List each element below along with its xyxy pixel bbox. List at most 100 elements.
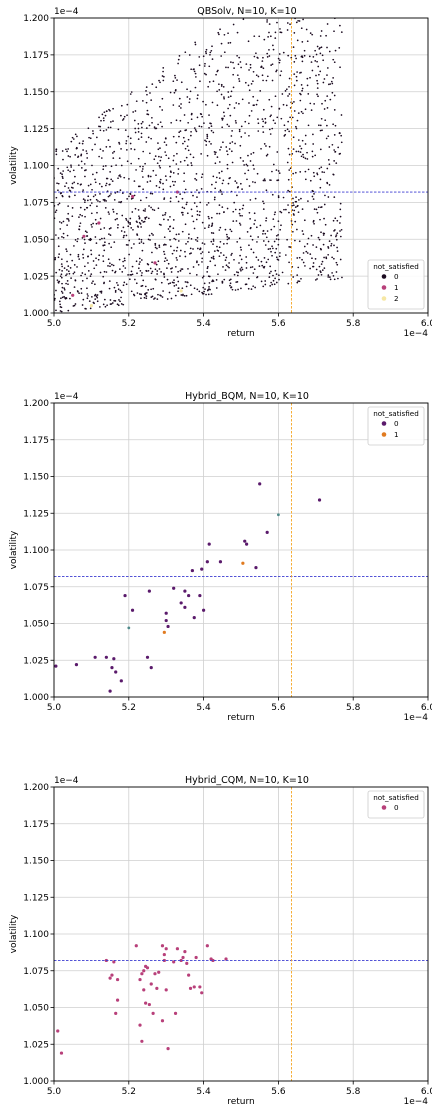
data-point <box>126 103 129 106</box>
data-point <box>210 143 212 145</box>
x-tick-label: 5.0 <box>47 703 62 713</box>
data-point <box>107 139 110 141</box>
data-point <box>145 86 148 88</box>
data-point <box>196 97 199 100</box>
data-point <box>117 304 120 307</box>
data-point <box>135 169 137 171</box>
data-point <box>215 176 218 179</box>
data-point <box>333 196 336 198</box>
data-point <box>274 95 277 98</box>
data-point <box>317 274 320 276</box>
data-point <box>119 300 121 303</box>
data-point <box>327 159 330 161</box>
data-point <box>334 150 337 153</box>
data-point <box>319 270 322 272</box>
data-point <box>122 236 125 239</box>
data-point <box>238 128 241 131</box>
data-point <box>112 657 116 661</box>
data-point <box>315 53 318 56</box>
data-point <box>140 136 143 138</box>
data-point <box>196 213 199 216</box>
data-point <box>184 250 186 253</box>
data-point <box>103 244 106 246</box>
data-point <box>331 143 334 146</box>
data-point <box>144 162 146 165</box>
data-point <box>140 241 143 243</box>
data-point <box>292 148 295 150</box>
data-point <box>111 269 114 272</box>
data-point <box>58 268 61 271</box>
data-point <box>265 530 269 534</box>
x-tick-label: 6.0 <box>421 319 432 329</box>
data-point <box>302 261 305 264</box>
data-point <box>267 36 269 38</box>
data-point <box>162 70 164 73</box>
data-point <box>150 288 152 291</box>
data-point <box>255 256 258 259</box>
y-tick-label: 1.200 <box>23 14 49 24</box>
data-point <box>230 286 232 289</box>
data-point <box>149 92 151 94</box>
data-point <box>241 188 243 190</box>
data-point <box>108 280 111 282</box>
data-point <box>55 150 58 153</box>
data-point <box>130 91 133 93</box>
data-point <box>203 122 205 124</box>
data-point <box>147 289 150 291</box>
data-point <box>238 130 241 133</box>
chart-panel-3: 5.05.25.45.65.86.01.0001.0251.0501.0751.… <box>9 775 432 1107</box>
data-point <box>265 79 268 82</box>
data-point <box>270 281 272 284</box>
data-point <box>173 154 175 157</box>
data-point <box>72 138 75 140</box>
data-point <box>81 214 84 217</box>
y-scale-label: 1e−4 <box>54 392 79 402</box>
data-point <box>227 66 229 69</box>
data-point <box>341 276 343 279</box>
data-point <box>133 194 136 197</box>
data-point <box>221 280 224 283</box>
data-point <box>286 22 289 24</box>
data-point <box>59 172 62 174</box>
data-point <box>162 182 164 185</box>
data-point <box>309 102 312 105</box>
data-point <box>293 73 296 75</box>
data-point <box>73 271 76 274</box>
data-point <box>139 199 142 202</box>
data-point <box>174 265 177 268</box>
data-point <box>260 260 263 263</box>
data-point <box>187 267 189 270</box>
data-point <box>298 20 301 22</box>
data-point <box>106 177 109 180</box>
data-point <box>278 172 281 174</box>
data-point <box>285 88 288 91</box>
data-point <box>117 288 120 291</box>
data-point <box>153 261 157 265</box>
chart-title: QBSolv, N=10, K=10 <box>197 6 296 17</box>
data-point <box>207 215 210 218</box>
data-point <box>286 128 289 131</box>
data-point <box>210 232 213 234</box>
data-point <box>282 196 285 199</box>
data-point <box>88 300 91 302</box>
data-point <box>128 253 130 256</box>
data-point <box>240 287 242 290</box>
data-point <box>102 129 105 132</box>
data-point <box>310 234 313 237</box>
data-point <box>221 182 224 185</box>
x-tick-label: 6.0 <box>421 703 432 713</box>
data-point <box>160 156 163 158</box>
data-point <box>142 242 145 245</box>
data-point <box>99 290 102 293</box>
data-point <box>319 186 322 189</box>
data-point <box>313 102 316 105</box>
data-point <box>147 269 150 272</box>
data-point <box>339 66 341 69</box>
data-point <box>333 229 335 232</box>
data-point <box>105 200 108 202</box>
data-point <box>179 289 183 293</box>
data-point <box>147 136 150 139</box>
data-point <box>237 271 240 274</box>
data-point <box>176 259 178 261</box>
data-point <box>66 224 68 226</box>
